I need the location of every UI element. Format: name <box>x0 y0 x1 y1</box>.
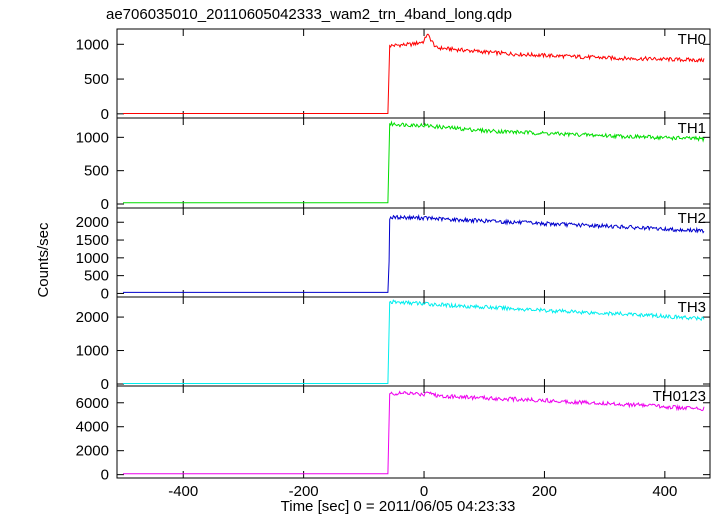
series-line-th2 <box>123 213 705 293</box>
y-tick-label: 6000 <box>76 395 109 412</box>
y-tick-label: 0 <box>101 376 109 393</box>
x-tick-label: -200 <box>289 483 319 500</box>
panel-frame-th3 <box>116 296 711 387</box>
panel-frame-th0123 <box>116 385 711 479</box>
y-tick-label: 0 <box>101 467 109 484</box>
y-tick-label: 2000 <box>76 309 109 326</box>
y-tick-label: 2000 <box>76 214 109 231</box>
y-tick-label: 2000 <box>76 443 109 460</box>
y-tick-label: 1000 <box>76 36 109 53</box>
y-tick-label: 500 <box>84 71 109 88</box>
x-tick-label: 400 <box>652 483 677 500</box>
series-line-th0 <box>123 33 705 114</box>
series-label-th2: TH2 <box>678 210 706 227</box>
y-tick-label: 0 <box>101 285 109 302</box>
x-tick-label: 200 <box>532 483 557 500</box>
panel-frame-th0 <box>116 28 711 119</box>
x-tick-label: -400 <box>168 483 198 500</box>
series-line-th0123 <box>123 390 705 475</box>
y-tick-label: 4000 <box>76 419 109 436</box>
series-label-th0: TH0 <box>678 31 706 48</box>
x-tick-label: 0 <box>420 483 428 500</box>
y-tick-label: 1000 <box>76 343 109 360</box>
y-tick-label: 1000 <box>76 129 109 146</box>
series-line-th1 <box>123 120 705 204</box>
series-label-th3: TH3 <box>678 299 706 316</box>
y-tick-label: 500 <box>84 268 109 285</box>
series-label-th1: TH1 <box>678 120 706 137</box>
series-line-th3 <box>123 299 705 384</box>
panel-frame-th2 <box>116 207 711 298</box>
y-axis-label: Counts/sec <box>35 222 52 298</box>
y-tick-label: 500 <box>84 163 109 180</box>
y-tick-label: 0 <box>101 196 109 213</box>
chart-title: ae706035010_20110605042333_wam2_trn_4ban… <box>106 6 512 23</box>
y-tick-label: 0 <box>101 106 109 123</box>
panel-frame-th1 <box>116 117 711 209</box>
y-tick-label: 1000 <box>76 250 109 267</box>
y-tick-label: 1500 <box>76 232 109 249</box>
x-axis-label: Time [sec] 0 = 2011/06/05 04:23:33 <box>281 498 516 515</box>
series-label-th0123: TH0123 <box>653 388 706 405</box>
